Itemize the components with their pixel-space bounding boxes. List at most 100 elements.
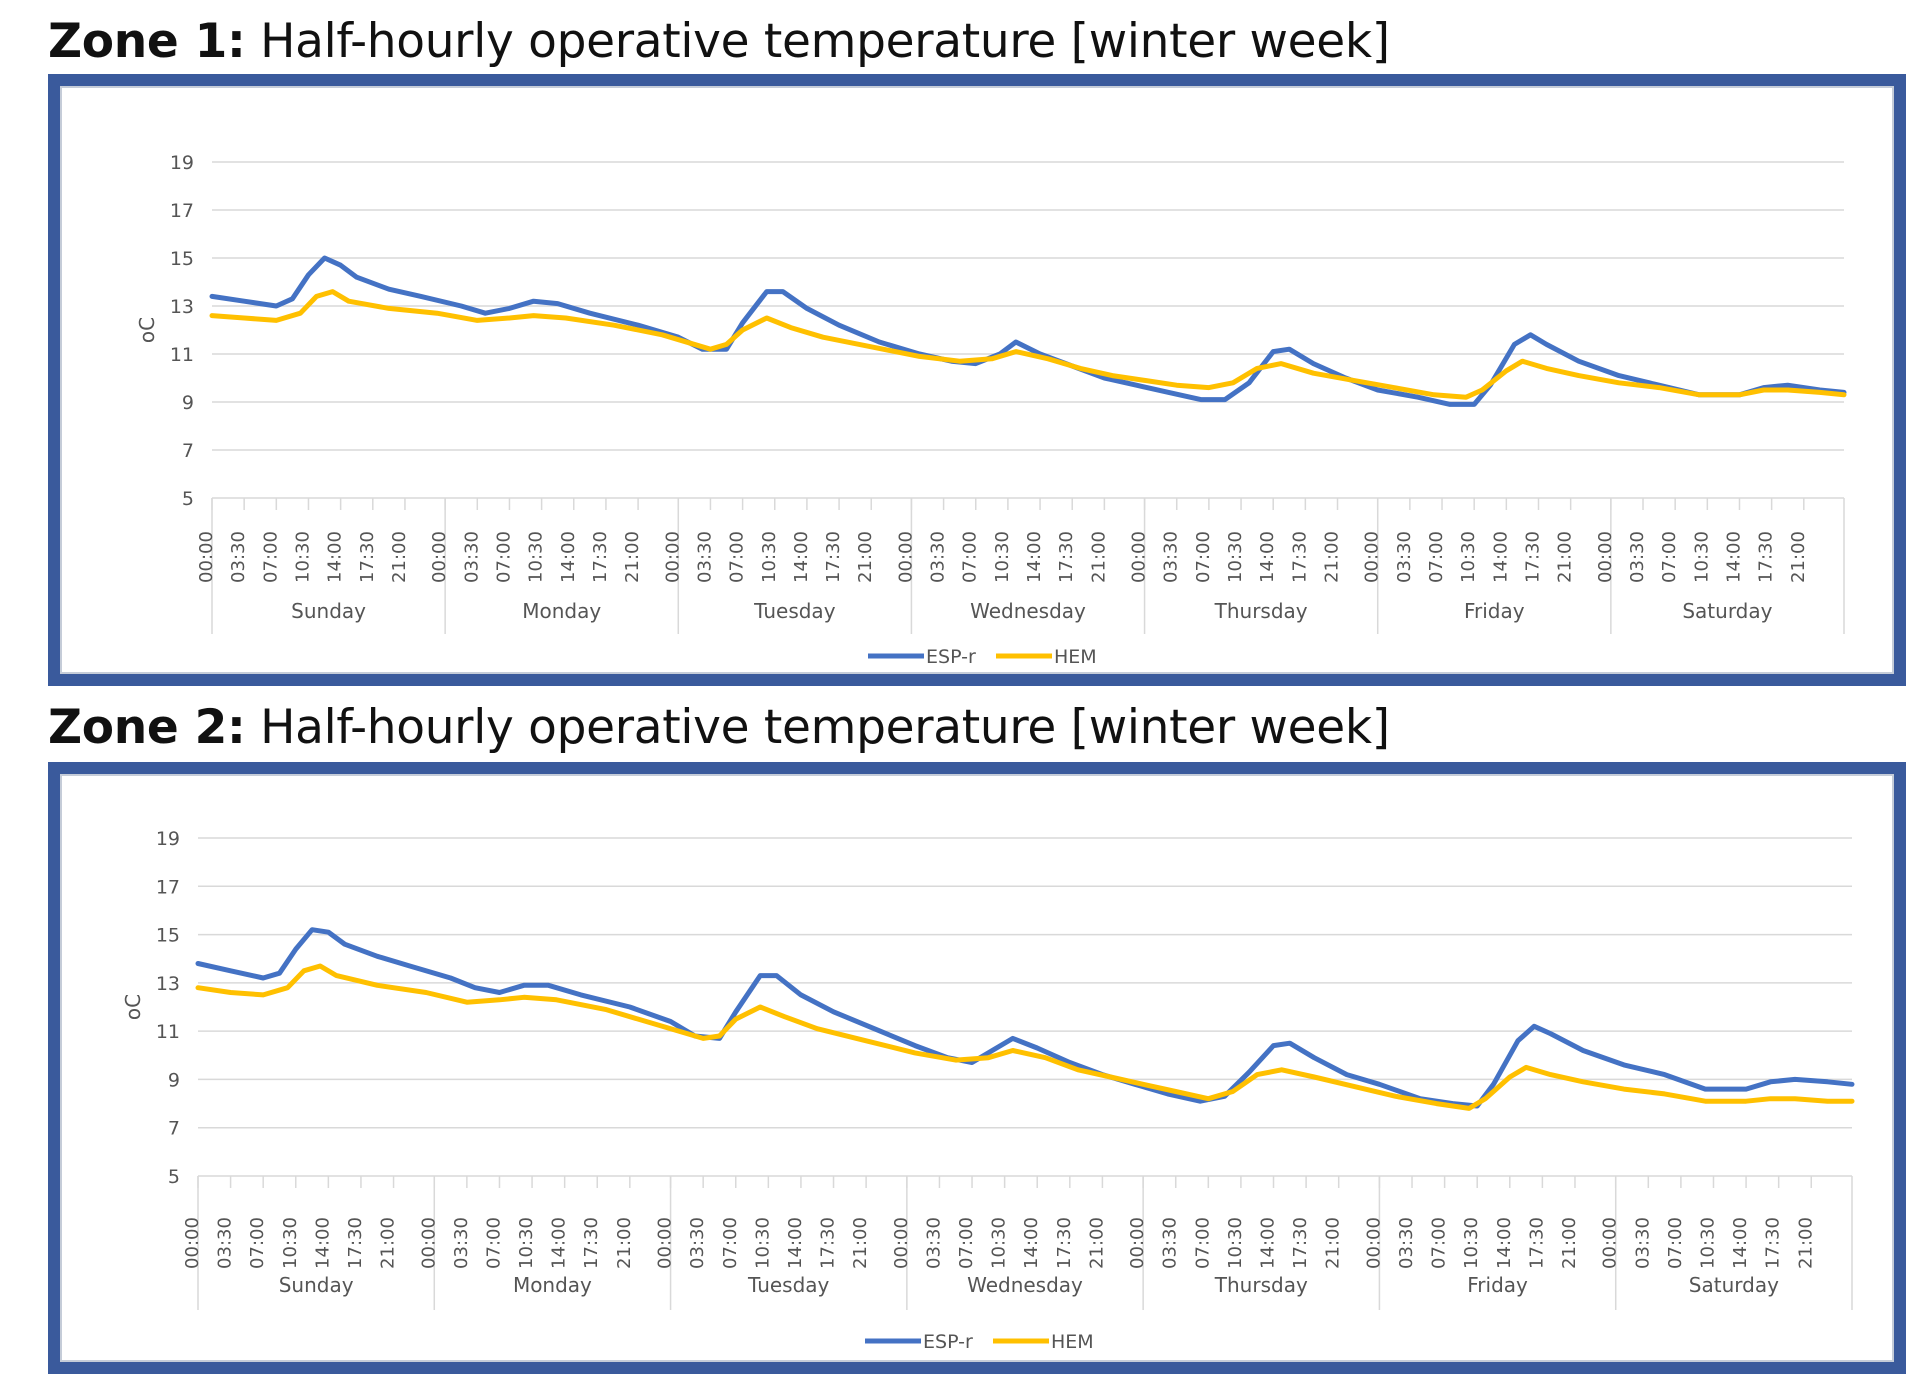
x-tick-label: 14:00 bbox=[312, 1217, 333, 1269]
x-tick-label: 07:00 bbox=[720, 1217, 741, 1269]
x-tick-label: 07:00 bbox=[483, 1217, 504, 1269]
x-tick-label: 07:00 bbox=[1426, 531, 1447, 583]
x-tick-label: 21:00 bbox=[1323, 1217, 1344, 1269]
x-tick-label: 17:30 bbox=[581, 1217, 602, 1269]
x-tick-label: 07:00 bbox=[1193, 531, 1214, 583]
legend-label: HEM bbox=[1051, 1331, 1094, 1353]
day-label: Wednesday bbox=[967, 1273, 1083, 1297]
x-tick-label: 03:30 bbox=[1394, 531, 1415, 583]
x-tick-label: 14:00 bbox=[558, 531, 579, 583]
x-tick-label: 07:00 bbox=[1665, 1217, 1686, 1269]
y-tick-label: 7 bbox=[182, 440, 194, 462]
zone1-label: Zone 1: bbox=[48, 14, 246, 69]
x-tick-label: 00:00 bbox=[196, 531, 217, 583]
y-tick-label: 19 bbox=[170, 152, 194, 174]
x-tick-label: 00:00 bbox=[1127, 1217, 1148, 1269]
x-tick-label: 17:30 bbox=[818, 1217, 839, 1269]
x-tick-label: 00:00 bbox=[895, 531, 916, 583]
x-tick-label: 00:00 bbox=[655, 1217, 676, 1269]
series-line-esp-r bbox=[209, 255, 1847, 407]
y-tick-label: 19 bbox=[156, 828, 180, 850]
x-tick-label: 03:30 bbox=[451, 1217, 472, 1269]
x-tick-label: 21:00 bbox=[850, 1217, 871, 1269]
x-tick-label: 17:30 bbox=[823, 531, 844, 583]
x-tick-label: 00:00 bbox=[1600, 1217, 1621, 1269]
y-axis-label: oC bbox=[135, 317, 159, 343]
x-tick-label: 10:30 bbox=[526, 531, 547, 583]
x-tick-label: 17:30 bbox=[345, 1217, 366, 1269]
x-tick-label: 21:00 bbox=[855, 531, 876, 583]
day-label: Thursday bbox=[1214, 599, 1308, 623]
x-tick-label: 21:00 bbox=[1322, 531, 1343, 583]
x-tick-label: 14:00 bbox=[1490, 531, 1511, 583]
x-tick-label: 17:30 bbox=[1526, 1217, 1547, 1269]
series-line-esp-r bbox=[195, 927, 1855, 1109]
x-tick-label: 17:30 bbox=[1054, 1217, 1075, 1269]
x-tick-label: 17:30 bbox=[1763, 1217, 1784, 1269]
day-label: Tuesday bbox=[753, 599, 836, 623]
y-tick-label: 15 bbox=[156, 925, 180, 947]
x-tick-label: 07:00 bbox=[1192, 1217, 1213, 1269]
x-tick-label: 00:00 bbox=[1595, 531, 1616, 583]
x-tick-label: 10:30 bbox=[989, 1217, 1010, 1269]
x-tick-label: 10:30 bbox=[1691, 531, 1712, 583]
legend-label: ESP-r bbox=[923, 1331, 973, 1353]
day-label: Friday bbox=[1467, 1273, 1528, 1297]
x-tick-label: 17:30 bbox=[1756, 531, 1777, 583]
x-tick-label: 14:00 bbox=[785, 1217, 806, 1269]
x-tick-label: 03:30 bbox=[687, 1217, 708, 1269]
x-tick-label: 10:30 bbox=[752, 1217, 773, 1269]
y-tick-label: 13 bbox=[170, 296, 194, 318]
zone2-label: Zone 2: bbox=[48, 700, 246, 755]
x-tick-label: 21:00 bbox=[1788, 531, 1809, 583]
y-tick-label: 9 bbox=[182, 392, 194, 414]
x-tick-label: 14:00 bbox=[1258, 1217, 1279, 1269]
x-tick-label: 14:00 bbox=[791, 531, 812, 583]
x-tick-label: 10:30 bbox=[516, 1217, 537, 1269]
day-label: Thursday bbox=[1214, 1273, 1308, 1297]
x-tick-label: 17:30 bbox=[1056, 531, 1077, 583]
y-tick-label: 7 bbox=[168, 1118, 180, 1140]
y-tick-label: 17 bbox=[156, 876, 180, 898]
x-tick-label: 07:00 bbox=[960, 531, 981, 583]
x-tick-label: 07:00 bbox=[956, 1217, 977, 1269]
x-tick-label: 14:00 bbox=[1730, 1217, 1751, 1269]
x-tick-label: 00:00 bbox=[1363, 1217, 1384, 1269]
x-tick-label: 21:00 bbox=[389, 531, 410, 583]
day-label: Saturday bbox=[1689, 1273, 1779, 1297]
x-tick-label: 10:30 bbox=[292, 531, 313, 583]
x-tick-label: 10:30 bbox=[1458, 531, 1479, 583]
x-tick-label: 17:30 bbox=[357, 531, 378, 583]
series-line-hem bbox=[195, 963, 1855, 1111]
x-tick-label: 07:00 bbox=[493, 531, 514, 583]
x-tick-label: 17:30 bbox=[590, 531, 611, 583]
x-tick-label: 21:00 bbox=[1088, 531, 1109, 583]
x-tick-label: 03:30 bbox=[1396, 1217, 1417, 1269]
x-tick-label: 14:00 bbox=[325, 531, 346, 583]
x-tick-label: 10:30 bbox=[1697, 1217, 1718, 1269]
x-tick-label: 00:00 bbox=[1362, 531, 1383, 583]
zone1-chart-panel: 5 7 9 11 13 15 17 19 oC 00:00 03:30 07:00 10:30 14:00… bbox=[60, 86, 1894, 674]
x-tick-label: 17:30 bbox=[1523, 531, 1544, 583]
x-tick-label: 00:00 bbox=[891, 1217, 912, 1269]
x-tick-label: 03:30 bbox=[928, 531, 949, 583]
x-tick-label: 14:00 bbox=[1257, 531, 1278, 583]
series-line-hem bbox=[209, 289, 1847, 400]
day-label: Sunday bbox=[279, 1273, 354, 1297]
y-tick-label: 5 bbox=[168, 1166, 180, 1188]
x-tick-label: 03:30 bbox=[923, 1217, 944, 1269]
x-tick-label: 00:00 bbox=[1129, 531, 1150, 583]
x-tick-label: 10:30 bbox=[1461, 1217, 1482, 1269]
day-label: Sunday bbox=[291, 599, 366, 623]
x-tick-label: 00:00 bbox=[418, 1217, 439, 1269]
x-tick-label: 03:30 bbox=[694, 531, 715, 583]
x-tick-label: 03:30 bbox=[1161, 531, 1182, 583]
x-tick-label: 10:30 bbox=[992, 531, 1013, 583]
y-tick-label: 11 bbox=[170, 344, 194, 366]
x-tick-label: 07:00 bbox=[1659, 531, 1680, 583]
day-label: Saturday bbox=[1682, 599, 1772, 623]
day-label: Friday bbox=[1464, 599, 1525, 623]
x-tick-label: 14:00 bbox=[549, 1217, 570, 1269]
x-tick-label: 10:30 bbox=[1225, 531, 1246, 583]
zone2-chart-frame: 5 7 9 11 13 15 17 19 oC 00:00 03:30 07:00 10:30 14:00… bbox=[48, 762, 1906, 1374]
